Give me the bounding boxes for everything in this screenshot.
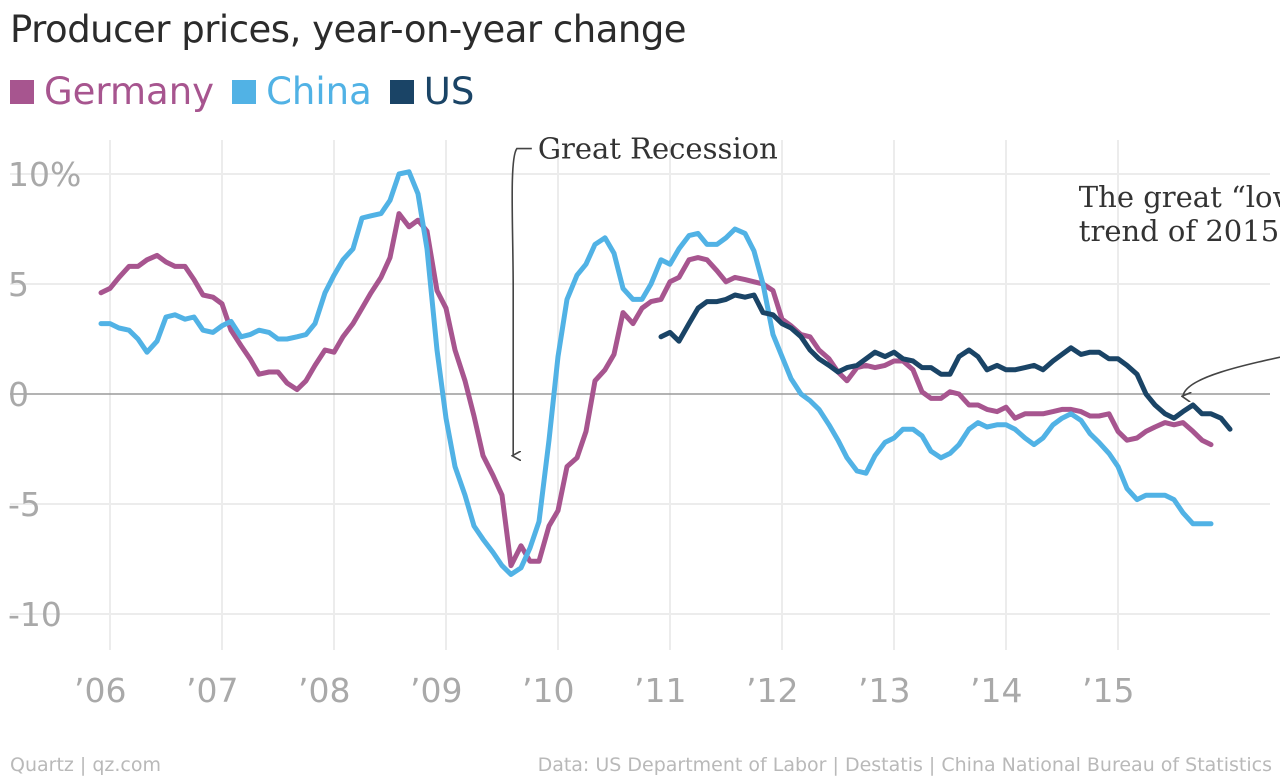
- legend-label-china: China: [266, 70, 372, 113]
- legend-item-us: US: [389, 70, 475, 113]
- x-tick-label: ’07: [186, 671, 238, 710]
- y-tick-label: 0: [8, 375, 29, 414]
- y-tick-label: 10%: [8, 155, 81, 194]
- line-chart: 10% 5 0 -5 -10 ’06 ’07 ’08 ’09 ’10 ’11 ’12 ’13 ’14 ’15…: [8, 132, 1280, 710]
- annotation-great-recession-arrow: [512, 147, 532, 456]
- series-line-us: [658, 292, 1233, 432]
- annotation-lowflation-arrow: [1183, 356, 1280, 396]
- footer-source-left: Quartz | qz.com: [10, 754, 162, 776]
- legend-swatch-china: [232, 79, 257, 104]
- legend-label-us: US: [423, 70, 475, 113]
- series: [98, 169, 1233, 577]
- x-tick-label: ’06: [74, 671, 126, 710]
- grid: [10, 140, 1270, 650]
- y-tick-label: -5: [8, 485, 41, 524]
- x-tick-label: ’11: [634, 671, 686, 710]
- x-tick-label: ’15: [1082, 671, 1134, 710]
- annotation-lowflation-text: The great “lowflation”: [1079, 180, 1280, 214]
- annotations: Great Recession The great “lowflation”tre…: [512, 132, 1280, 456]
- annotation-great-recession-text: Great Recession: [538, 132, 778, 166]
- chart-title: Producer prices, year-on-year change: [10, 8, 687, 51]
- legend-label-germany: Germany: [44, 70, 215, 113]
- legend-swatch-germany: [10, 79, 34, 104]
- annotation-lowflation-text: trend of 2015.: [1079, 214, 1280, 248]
- series-line-germany: [98, 211, 1214, 569]
- legend-item-china: China: [232, 70, 372, 113]
- legend-swatch-us: [389, 79, 414, 104]
- series-line-china: [98, 169, 1214, 577]
- footer-source-right: Data: US Department of Labor | Destatis …: [537, 754, 1272, 776]
- x-tick-label: ’14: [970, 671, 1022, 710]
- x-tick-label: ’13: [858, 671, 910, 710]
- y-tick-label: 5: [8, 265, 29, 304]
- x-tick-label: ’12: [746, 671, 798, 710]
- x-tick-label: ’08: [298, 671, 350, 710]
- x-tick-label: ’10: [522, 671, 574, 710]
- legend: Germany China US: [10, 70, 492, 113]
- x-tick-label: ’09: [410, 671, 462, 710]
- y-tick-label: -10: [8, 595, 62, 634]
- axes: 10% 5 0 -5 -10 ’06 ’07 ’08 ’09 ’10 ’11 ’12 ’13 ’14 ’15: [8, 155, 1134, 710]
- legend-item-germany: Germany: [10, 70, 214, 113]
